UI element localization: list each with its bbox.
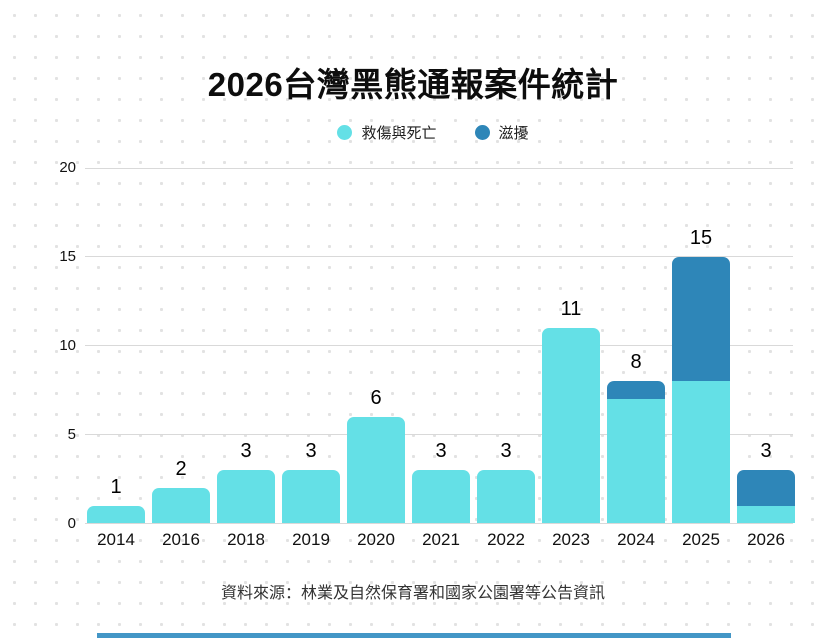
bar-2019-total-label: 3: [305, 440, 317, 463]
y-tick-label-20: 20: [59, 159, 76, 176]
x-tick-label-2019: 2019: [292, 529, 330, 549]
x-tick-label-2022: 2022: [487, 529, 525, 549]
y-tick-label-5: 5: [67, 425, 76, 443]
bar-2025-segment-disturbance: [672, 256, 730, 382]
x-tick-label-2018: 2018: [227, 529, 265, 549]
bar-2016-segment-rescue-death: [152, 487, 210, 524]
legend-item-rescue-death: 救傷與死亡: [337, 122, 437, 143]
bar-2025-segment-rescue-death: [672, 381, 730, 524]
y-tick-label-0: 0: [67, 514, 76, 532]
y-tick-label-10: 10: [59, 336, 76, 354]
gridline-10: [85, 345, 793, 347]
bar-2026-segment-disturbance: [737, 470, 795, 506]
x-tick-label-2024: 2024: [617, 529, 655, 549]
gridline-20: [85, 167, 793, 169]
bar-2024-segment-disturbance: [607, 381, 665, 400]
x-tick-label-2016: 2016: [162, 529, 200, 549]
x-tick-label-2020: 2020: [357, 529, 395, 549]
x-tick-label-2014: 2014: [97, 529, 135, 549]
legend-item-disturbance: 滋擾: [474, 122, 529, 143]
x-tick-label-2025: 2025: [682, 529, 720, 549]
bar-2018-total-label: 3: [240, 440, 252, 463]
x-tick-label-2021: 2021: [422, 529, 460, 549]
bar-2024-total-label: 8: [630, 351, 642, 374]
x-tick-label-2026: 2026: [747, 529, 785, 549]
chart-legend: 救傷與死亡 滋擾: [20, 122, 826, 143]
bar-2025-total-label: 15: [689, 226, 713, 249]
bar-2026-segment-rescue-death: [737, 505, 795, 524]
bar-2020-segment-rescue-death: [347, 416, 405, 524]
legend-label-rescue-death: 救傷與死亡: [361, 125, 437, 142]
bar-2021-total-label: 3: [435, 440, 447, 463]
bar-2023-total-label: 11: [560, 297, 582, 320]
bar-2018-segment-rescue-death: [217, 470, 275, 524]
legend-label-disturbance: 滋擾: [498, 125, 529, 142]
bottom-accent-bar: [97, 633, 731, 638]
x-tick-label-2023: 2023: [552, 529, 590, 549]
bar-2023-segment-rescue-death: [542, 327, 600, 524]
bar-2022-segment-rescue-death: [477, 470, 535, 524]
bar-2014-total-label: 1: [110, 475, 122, 498]
y-tick-label-15: 15: [59, 247, 76, 265]
gridline-0: [85, 523, 793, 524]
data-source-note: 資料來源：林業及自然保育署和國家公園署等公告資訊: [220, 585, 605, 602]
bar-2022-total-label: 3: [500, 440, 512, 463]
bar-2014-segment-rescue-death: [87, 505, 145, 524]
legend-swatch-cyan-icon: [337, 125, 353, 140]
gridline-15: [85, 256, 793, 258]
bar-2019-segment-rescue-death: [282, 470, 340, 524]
gridline-5: [85, 434, 793, 436]
page-title: 2026台灣黑熊通報案件統計: [207, 66, 619, 103]
bar-2024-segment-rescue-death: [607, 399, 665, 524]
bar-2021-segment-rescue-death: [412, 470, 470, 524]
bar-2020-total-label: 6: [370, 386, 382, 409]
bar-2026-total-label: 3: [760, 440, 772, 463]
legend-swatch-blue-icon: [474, 125, 490, 140]
bar-2016-total-label: 2: [175, 457, 187, 480]
